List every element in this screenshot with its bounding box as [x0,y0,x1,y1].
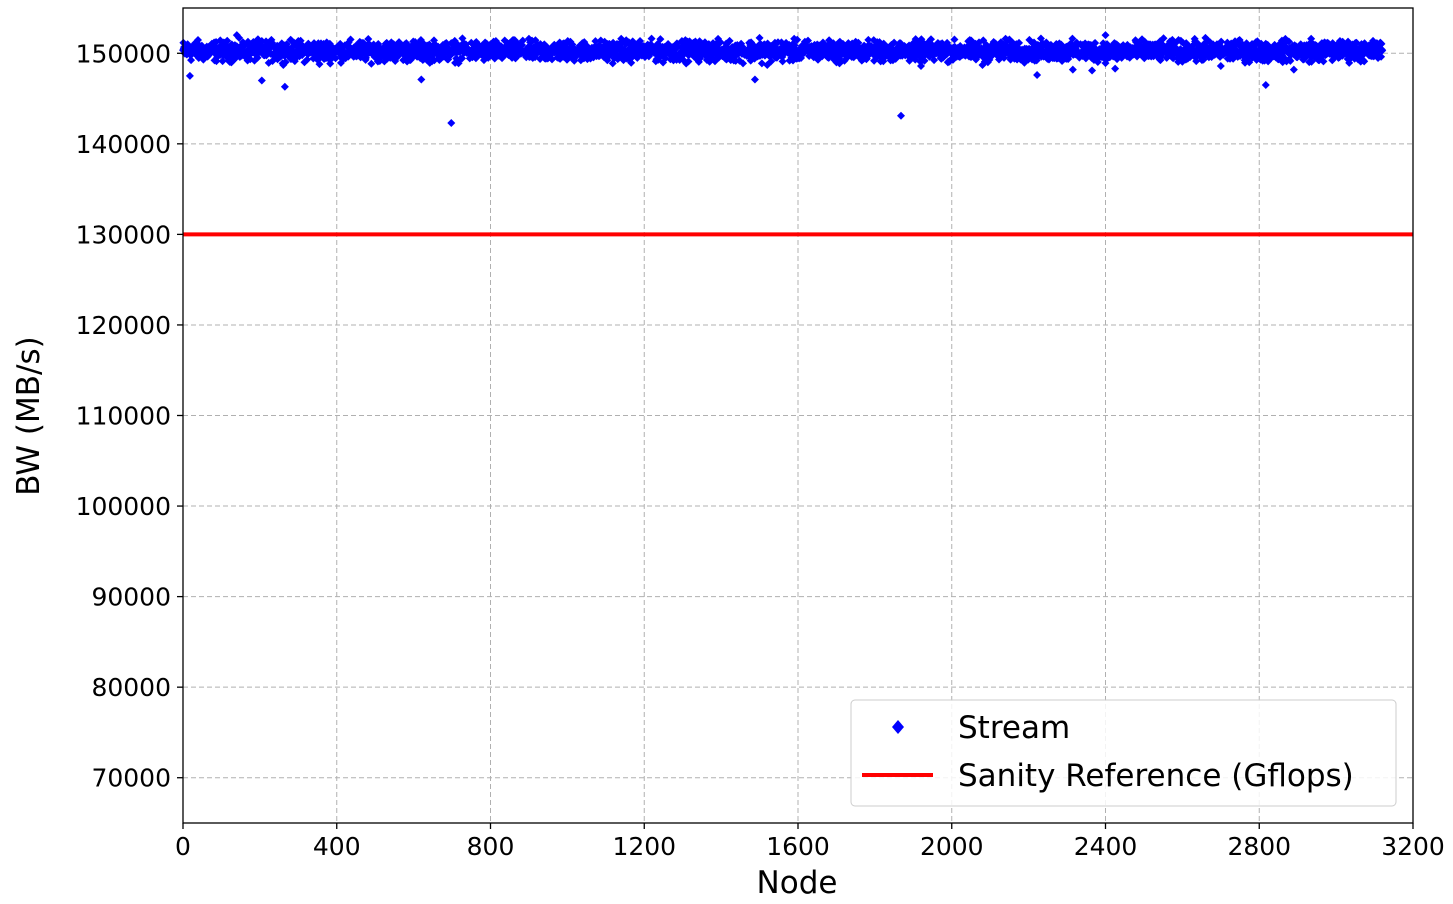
stream-point [232,31,241,40]
stream-point [716,38,725,47]
stream-point [1111,64,1120,73]
stream-point [346,35,355,44]
stream-point [280,82,289,91]
stream-point [218,57,227,66]
stream-point [1101,31,1110,40]
stream-point [656,35,665,44]
y-tick-label: 80000 [91,673,171,702]
stream-point [778,57,787,66]
stream-point [1068,65,1077,74]
stream-point [647,34,656,43]
stream-point [249,37,258,46]
stream-point [1289,65,1298,74]
stream-point [684,57,693,66]
stream-point [950,35,959,44]
stream-point [1159,34,1168,43]
x-tick-label: 0 [175,832,191,861]
stream-point [917,61,925,70]
y-axis-ticks: 70000 80000 90000 100000 110000 120000 130000 1… [76,39,183,793]
stream-point [364,34,373,43]
stream-point [978,61,987,70]
stream-point [1088,66,1097,75]
stream-point [661,54,670,63]
stream-point [1192,57,1201,66]
x-tick-label: 2000 [920,832,984,861]
stream-point [257,76,266,85]
x-tick-label: 1200 [612,832,676,861]
stream-point [303,55,312,64]
stream-point [223,36,232,45]
y-tick-label: 130000 [76,220,171,249]
stream-point [1216,61,1225,70]
stream-point [1307,34,1316,43]
y-tick-label: 150000 [76,39,171,68]
y-tick-label: 120000 [76,311,171,340]
x-tick-label: 3200 [1381,832,1445,861]
stream-point [803,36,812,45]
stream-point [518,36,527,45]
stream-point [793,35,802,44]
stream-point [187,56,196,65]
stream-point [1091,39,1100,48]
stream-point [447,119,456,128]
stream-point [832,58,841,67]
stream-point [763,61,772,70]
stream-series [179,31,1387,128]
stream-point [1217,37,1226,46]
stream-point [1377,52,1386,61]
stream-point [1319,57,1328,66]
y-tick-label: 70000 [91,764,171,793]
stream-point [920,56,929,65]
stream-point [926,35,935,44]
stream-point [315,60,324,69]
y-tick-label: 100000 [76,492,171,521]
stream-point [1001,34,1010,43]
stream-point [1033,71,1042,80]
stream-point [1284,37,1293,46]
x-tick-label: 2800 [1227,832,1291,861]
stream-point [1377,39,1386,48]
x-axis-title: Node [757,865,838,899]
legend: Stream Sanity Reference (Gflops) [850,699,1397,807]
legend-sanity-label: Sanity Reference (Gflops) [958,758,1354,794]
legend-stream-label: Stream [958,710,1070,746]
y-tick-label: 110000 [76,402,171,431]
y-axis-title: BW (MB/s) [11,336,47,495]
stream-point [750,75,759,84]
x-axis-ticks: 0 400 800 1200 1600 2000 2400 2800 3200 [175,823,1445,861]
stream-point [506,51,515,60]
stream-point [1201,33,1210,42]
y-tick-label: 140000 [76,130,171,159]
legend-box [850,699,1397,807]
stream-point [1360,57,1369,66]
x-tick-label: 2400 [1074,832,1138,861]
stream-point [930,56,939,65]
stream-point [636,36,645,45]
stream-point [617,34,626,43]
stream-point [253,53,262,62]
stream-point [1261,80,1270,89]
stream-point [876,57,885,66]
stream-point [725,36,734,45]
y-tick-label: 90000 [91,583,171,612]
stream-point [864,35,873,44]
stream-point [1378,46,1387,55]
x-tick-label: 1600 [766,832,830,861]
stream-point [417,75,426,84]
stream-point [1015,38,1024,47]
legend-stream-marker [892,720,904,734]
stream-point [739,59,748,68]
x-tick-label: 400 [313,832,361,861]
stream-point [897,111,906,120]
stream-point [367,59,376,68]
stream-point [281,58,290,67]
x-tick-label: 800 [467,832,515,861]
stream-point [755,33,764,42]
stream-point [1286,56,1295,65]
stream-point [185,71,194,80]
stream-point [627,58,636,67]
stream-point [1068,34,1077,43]
